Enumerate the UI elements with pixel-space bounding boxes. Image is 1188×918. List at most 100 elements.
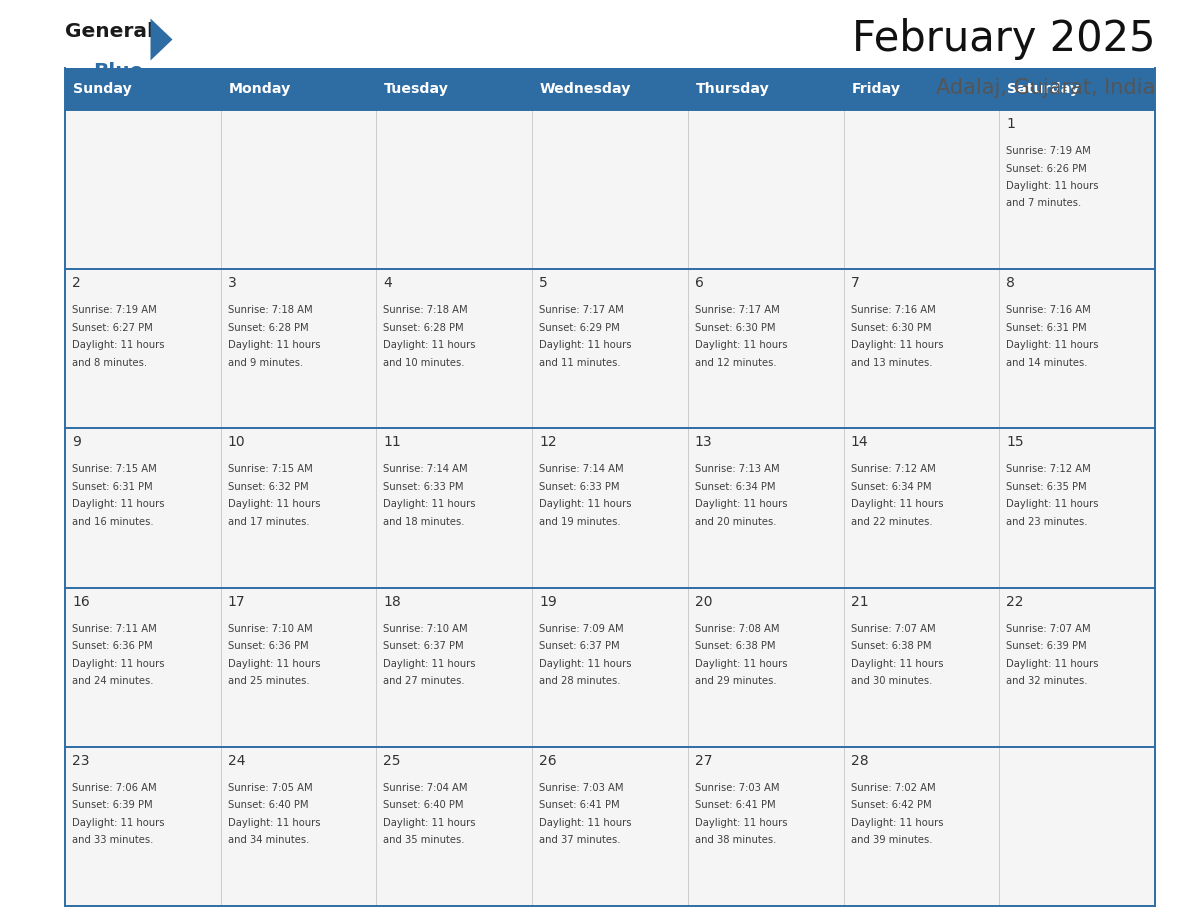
- Text: Sunrise: 7:12 AM: Sunrise: 7:12 AM: [1006, 465, 1091, 475]
- Text: and 17 minutes.: and 17 minutes.: [228, 517, 309, 527]
- Text: Sunrise: 7:06 AM: Sunrise: 7:06 AM: [72, 783, 157, 793]
- Text: Sunset: 6:31 PM: Sunset: 6:31 PM: [72, 482, 152, 492]
- Text: 21: 21: [851, 595, 868, 609]
- Text: and 18 minutes.: and 18 minutes.: [384, 517, 465, 527]
- Bar: [688, 68, 843, 110]
- Text: 14: 14: [851, 435, 868, 450]
- Text: Daylight: 11 hours: Daylight: 11 hours: [1006, 499, 1099, 509]
- Text: Sunset: 6:34 PM: Sunset: 6:34 PM: [695, 482, 776, 492]
- Text: Sunset: 6:37 PM: Sunset: 6:37 PM: [539, 641, 620, 651]
- Text: Sunset: 6:27 PM: Sunset: 6:27 PM: [72, 323, 153, 332]
- Text: Friday: Friday: [852, 82, 901, 96]
- Bar: [999, 269, 1155, 429]
- Text: Saturday: Saturday: [1007, 82, 1080, 96]
- Text: Sunrise: 7:11 AM: Sunrise: 7:11 AM: [72, 623, 157, 633]
- Text: Sunset: 6:41 PM: Sunset: 6:41 PM: [539, 800, 620, 811]
- Text: and 20 minutes.: and 20 minutes.: [695, 517, 777, 527]
- Text: Sunrise: 7:15 AM: Sunrise: 7:15 AM: [72, 465, 157, 475]
- Text: Sunset: 6:26 PM: Sunset: 6:26 PM: [1006, 163, 1087, 174]
- Bar: [688, 269, 843, 429]
- Bar: [532, 269, 688, 429]
- Text: and 33 minutes.: and 33 minutes.: [72, 835, 153, 845]
- Text: and 19 minutes.: and 19 minutes.: [539, 517, 621, 527]
- Text: Sunset: 6:28 PM: Sunset: 6:28 PM: [384, 323, 465, 332]
- Text: Sunday: Sunday: [72, 82, 132, 96]
- Text: and 7 minutes.: and 7 minutes.: [1006, 198, 1081, 208]
- Text: 12: 12: [539, 435, 557, 450]
- Bar: [843, 588, 999, 747]
- Text: 28: 28: [851, 754, 868, 767]
- Bar: [532, 110, 688, 269]
- Text: 18: 18: [384, 595, 402, 609]
- Text: Sunrise: 7:05 AM: Sunrise: 7:05 AM: [228, 783, 312, 793]
- Text: Daylight: 11 hours: Daylight: 11 hours: [384, 341, 476, 350]
- Bar: [843, 747, 999, 906]
- Bar: [221, 588, 377, 747]
- Text: Sunset: 6:30 PM: Sunset: 6:30 PM: [695, 323, 776, 332]
- Bar: [377, 429, 532, 588]
- Text: Sunrise: 7:07 AM: Sunrise: 7:07 AM: [851, 623, 935, 633]
- Text: February 2025: February 2025: [852, 18, 1155, 60]
- Text: 9: 9: [72, 435, 81, 450]
- Text: Daylight: 11 hours: Daylight: 11 hours: [72, 341, 164, 350]
- Text: Daylight: 11 hours: Daylight: 11 hours: [228, 341, 321, 350]
- Text: Sunset: 6:40 PM: Sunset: 6:40 PM: [384, 800, 465, 811]
- Text: Sunset: 6:38 PM: Sunset: 6:38 PM: [851, 641, 931, 651]
- Text: and 28 minutes.: and 28 minutes.: [539, 676, 620, 686]
- Text: Sunset: 6:35 PM: Sunset: 6:35 PM: [1006, 482, 1087, 492]
- Text: and 38 minutes.: and 38 minutes.: [695, 835, 776, 845]
- Text: and 23 minutes.: and 23 minutes.: [1006, 517, 1088, 527]
- Text: Sunrise: 7:13 AM: Sunrise: 7:13 AM: [695, 465, 779, 475]
- Bar: [221, 429, 377, 588]
- Text: and 8 minutes.: and 8 minutes.: [72, 358, 147, 368]
- Text: and 37 minutes.: and 37 minutes.: [539, 835, 620, 845]
- Bar: [688, 588, 843, 747]
- Text: 22: 22: [1006, 595, 1024, 609]
- Bar: [532, 429, 688, 588]
- Bar: [999, 747, 1155, 906]
- Text: 7: 7: [851, 276, 859, 290]
- Text: Daylight: 11 hours: Daylight: 11 hours: [851, 658, 943, 668]
- Bar: [377, 588, 532, 747]
- Text: Daylight: 11 hours: Daylight: 11 hours: [384, 818, 476, 828]
- Text: Daylight: 11 hours: Daylight: 11 hours: [1006, 181, 1099, 191]
- Bar: [221, 68, 377, 110]
- Text: 26: 26: [539, 754, 557, 767]
- Bar: [999, 68, 1155, 110]
- Text: and 16 minutes.: and 16 minutes.: [72, 517, 153, 527]
- Text: and 39 minutes.: and 39 minutes.: [851, 835, 933, 845]
- Bar: [532, 747, 688, 906]
- Text: and 14 minutes.: and 14 minutes.: [1006, 358, 1088, 368]
- Text: 5: 5: [539, 276, 548, 290]
- Text: Daylight: 11 hours: Daylight: 11 hours: [695, 818, 788, 828]
- Text: Wednesday: Wednesday: [539, 82, 632, 96]
- Text: Sunrise: 7:07 AM: Sunrise: 7:07 AM: [1006, 623, 1091, 633]
- Text: Sunset: 6:42 PM: Sunset: 6:42 PM: [851, 800, 931, 811]
- Bar: [221, 110, 377, 269]
- Text: Sunrise: 7:19 AM: Sunrise: 7:19 AM: [1006, 146, 1091, 156]
- Bar: [65, 588, 221, 747]
- Text: 3: 3: [228, 276, 236, 290]
- Text: Daylight: 11 hours: Daylight: 11 hours: [1006, 658, 1099, 668]
- Text: Sunrise: 7:12 AM: Sunrise: 7:12 AM: [851, 465, 935, 475]
- Bar: [65, 68, 221, 110]
- Text: Sunset: 6:36 PM: Sunset: 6:36 PM: [72, 641, 152, 651]
- Text: Sunset: 6:38 PM: Sunset: 6:38 PM: [695, 641, 776, 651]
- Text: 20: 20: [695, 595, 713, 609]
- Text: and 24 minutes.: and 24 minutes.: [72, 676, 153, 686]
- Bar: [532, 588, 688, 747]
- Text: Blue: Blue: [93, 62, 144, 81]
- Text: Sunrise: 7:15 AM: Sunrise: 7:15 AM: [228, 465, 312, 475]
- Bar: [377, 269, 532, 429]
- Text: Sunset: 6:39 PM: Sunset: 6:39 PM: [72, 800, 152, 811]
- Text: Daylight: 11 hours: Daylight: 11 hours: [72, 818, 164, 828]
- Text: Daylight: 11 hours: Daylight: 11 hours: [539, 499, 632, 509]
- Text: Sunrise: 7:09 AM: Sunrise: 7:09 AM: [539, 623, 624, 633]
- Text: Daylight: 11 hours: Daylight: 11 hours: [695, 499, 788, 509]
- Text: General: General: [65, 22, 154, 41]
- Bar: [377, 110, 532, 269]
- Text: Adalaj, Gujarat, India: Adalaj, Gujarat, India: [936, 78, 1155, 98]
- Text: Daylight: 11 hours: Daylight: 11 hours: [228, 499, 321, 509]
- Bar: [65, 269, 221, 429]
- Text: and 27 minutes.: and 27 minutes.: [384, 676, 465, 686]
